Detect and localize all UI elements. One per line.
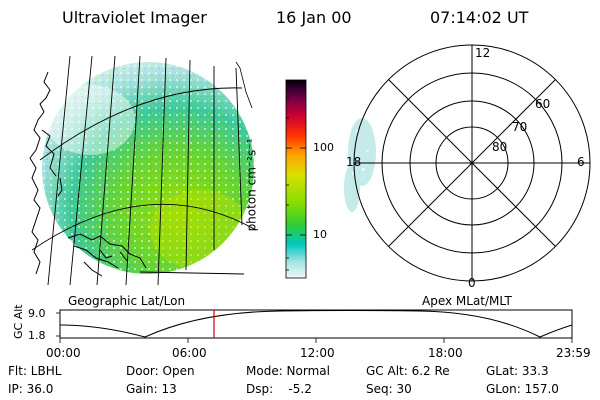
- colorbar-scale: [285, 79, 307, 279]
- info-gain: Gain: 13: [126, 382, 177, 396]
- orbit-plot-ytick-bottom: 1.8: [28, 329, 46, 342]
- info-filter: Flt: LBHL: [8, 364, 62, 378]
- info-dsp: Dsp: -5.2: [246, 382, 312, 396]
- mlt-label-18: 18: [346, 155, 362, 169]
- mlat-label-60: 60: [535, 97, 551, 111]
- mlat-label-70: 70: [512, 120, 528, 134]
- colorbar-tick-100: 100: [313, 141, 334, 154]
- mlt-diagonal-2: [388, 79, 556, 247]
- mlt-label-0: 0: [468, 276, 476, 290]
- orbit-xtick: 00:00: [46, 346, 81, 360]
- orbit-plot-frame: [59, 309, 573, 339]
- mlt-label-12: 12: [475, 46, 491, 60]
- left-panel-caption: Geographic Lat/Lon: [68, 294, 186, 308]
- longitude-grid: [47, 55, 243, 286]
- info-gc-alt: GC Alt: 6.2 Re: [366, 364, 450, 378]
- orbit-plot-ticks: [56, 312, 573, 343]
- colorbar-tick-10: 10: [313, 228, 327, 241]
- orbit-plot-ytick-top: 9.0: [28, 307, 46, 320]
- app-title: Ultraviolet Imager: [62, 8, 207, 27]
- info-glat: GLat: 33.3: [486, 364, 549, 378]
- mlt-label-6: 6: [577, 155, 585, 169]
- polar-plot-caption: Apex MLat/MLT: [422, 294, 512, 308]
- latitude-grid: [31, 87, 257, 275]
- header-time: 07:14:02 UT: [430, 8, 529, 27]
- coastline: [29, 71, 147, 277]
- orbit-xtick: 23:59: [556, 346, 591, 360]
- altitude-curve: [59, 310, 573, 338]
- mlat-label-80: 80: [492, 140, 508, 154]
- info-glon: GLon: 157.0: [486, 382, 559, 396]
- orbit-xtick: 06:00: [172, 346, 207, 360]
- orbit-xtick: 18:00: [428, 346, 463, 360]
- header-date: 16 Jan 00: [276, 8, 352, 27]
- info-mode: Mode: Normal: [246, 364, 330, 378]
- info-ip: IP: 36.0: [8, 382, 54, 396]
- coastline-fragment: [235, 61, 253, 109]
- polar-emission: [344, 118, 376, 212]
- colorbar-ticks: [286, 97, 306, 271]
- info-door: Door: Open: [126, 364, 195, 378]
- orbit-plot-ylabel: GC Alt: [12, 304, 25, 339]
- info-seq: Seq: 30: [366, 382, 412, 396]
- orbit-xtick: 12:00: [300, 346, 335, 360]
